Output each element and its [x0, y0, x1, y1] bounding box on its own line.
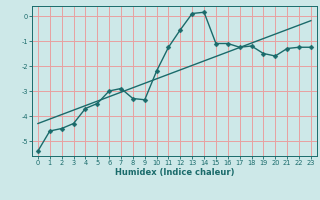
X-axis label: Humidex (Indice chaleur): Humidex (Indice chaleur) [115, 168, 234, 177]
